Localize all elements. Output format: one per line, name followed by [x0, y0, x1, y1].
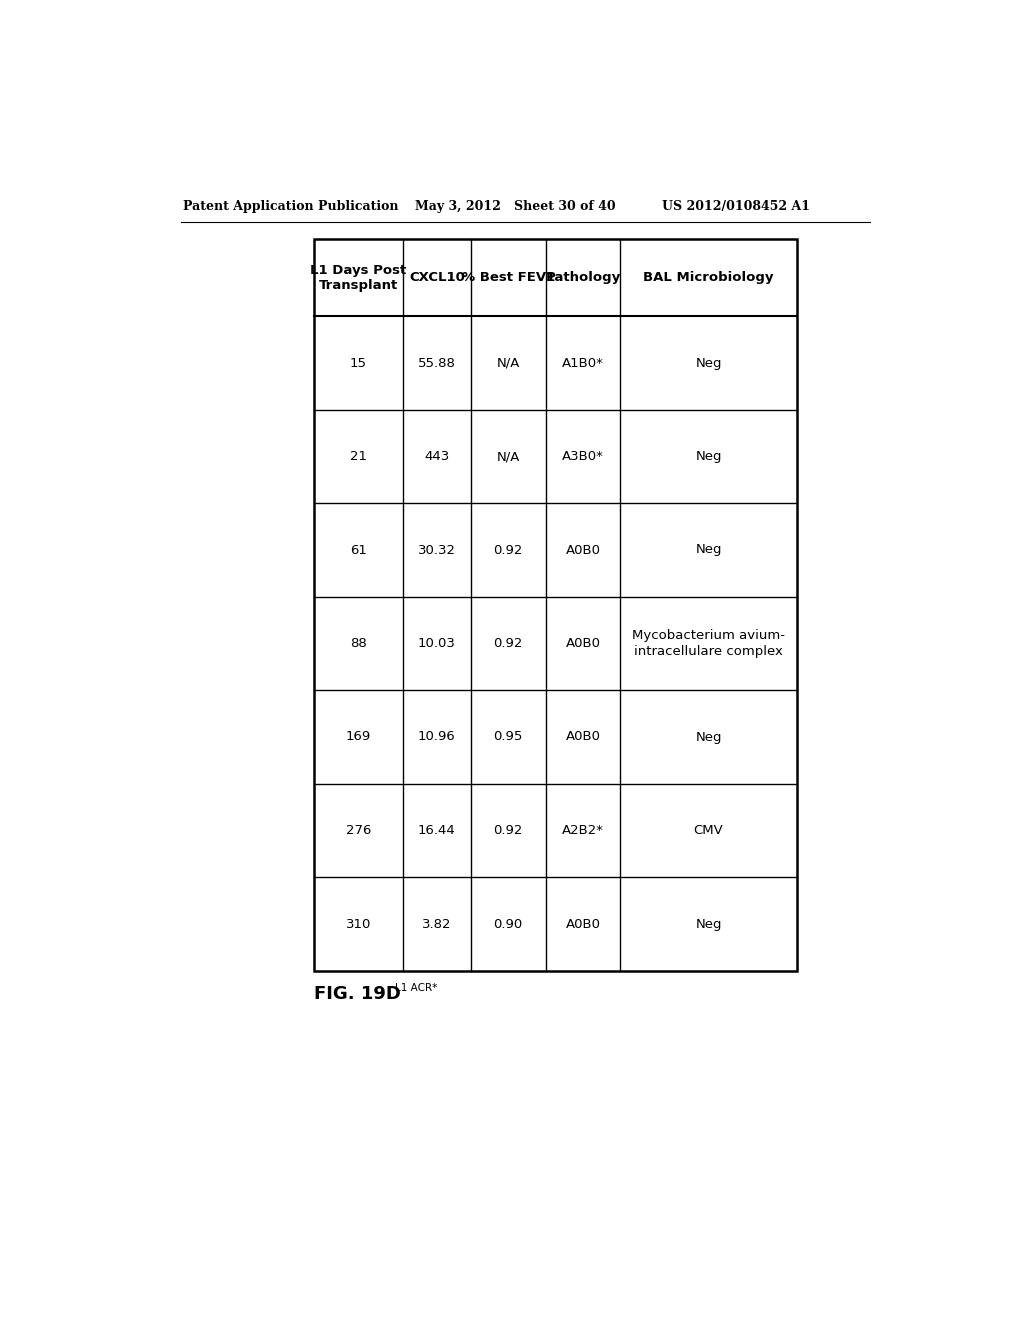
Text: % Best FEV1: % Best FEV1 [462, 271, 555, 284]
Text: A0B0: A0B0 [565, 730, 600, 743]
Text: N/A: N/A [497, 450, 520, 463]
Text: 10.96: 10.96 [418, 730, 456, 743]
Text: 0.92: 0.92 [494, 544, 523, 557]
Text: Neg: Neg [695, 450, 722, 463]
Text: N/A: N/A [497, 356, 520, 370]
Text: CXCL10: CXCL10 [409, 271, 465, 284]
Text: A1B0*: A1B0* [562, 356, 604, 370]
Text: 0.92: 0.92 [494, 638, 523, 649]
Text: 169: 169 [346, 730, 371, 743]
Text: A3B0*: A3B0* [562, 450, 604, 463]
Text: 443: 443 [424, 450, 450, 463]
Text: Neg: Neg [695, 917, 722, 931]
Text: 21: 21 [350, 450, 367, 463]
Text: A0B0: A0B0 [565, 917, 600, 931]
Text: 310: 310 [346, 917, 371, 931]
Text: L1 Days Post
Transplant: L1 Days Post Transplant [310, 264, 407, 292]
Text: Neg: Neg [695, 544, 722, 557]
Text: US 2012/0108452 A1: US 2012/0108452 A1 [662, 201, 810, 214]
Text: 88: 88 [350, 638, 367, 649]
Text: L1 ACR*: L1 ACR* [394, 983, 437, 994]
Text: 10.03: 10.03 [418, 638, 456, 649]
Text: CMV: CMV [693, 824, 723, 837]
Text: BAL Microbiology: BAL Microbiology [643, 271, 774, 284]
Text: 276: 276 [346, 824, 371, 837]
Text: Pathology: Pathology [546, 271, 621, 284]
Text: 3.82: 3.82 [422, 917, 452, 931]
Text: Neg: Neg [695, 730, 722, 743]
Text: 61: 61 [350, 544, 367, 557]
Text: 0.90: 0.90 [494, 917, 523, 931]
Text: 0.92: 0.92 [494, 824, 523, 837]
Text: FIG. 19D: FIG. 19D [313, 985, 400, 1003]
Bar [313, 239, 797, 970]
Text: Patent Application Publication: Patent Application Publication [183, 201, 398, 214]
Text: May 3, 2012   Sheet 30 of 40: May 3, 2012 Sheet 30 of 40 [416, 201, 616, 214]
Text: 55.88: 55.88 [418, 356, 456, 370]
Text: A0B0: A0B0 [565, 638, 600, 649]
Text: A2B2*: A2B2* [562, 824, 604, 837]
Text: 30.32: 30.32 [418, 544, 456, 557]
Text: 16.44: 16.44 [418, 824, 456, 837]
Text: A0B0: A0B0 [565, 544, 600, 557]
Text: Mycobacterium avium-
intracellulare complex: Mycobacterium avium- intracellulare comp… [632, 630, 785, 657]
Text: 15: 15 [350, 356, 367, 370]
Text: Neg: Neg [695, 356, 722, 370]
Text: 0.95: 0.95 [494, 730, 523, 743]
